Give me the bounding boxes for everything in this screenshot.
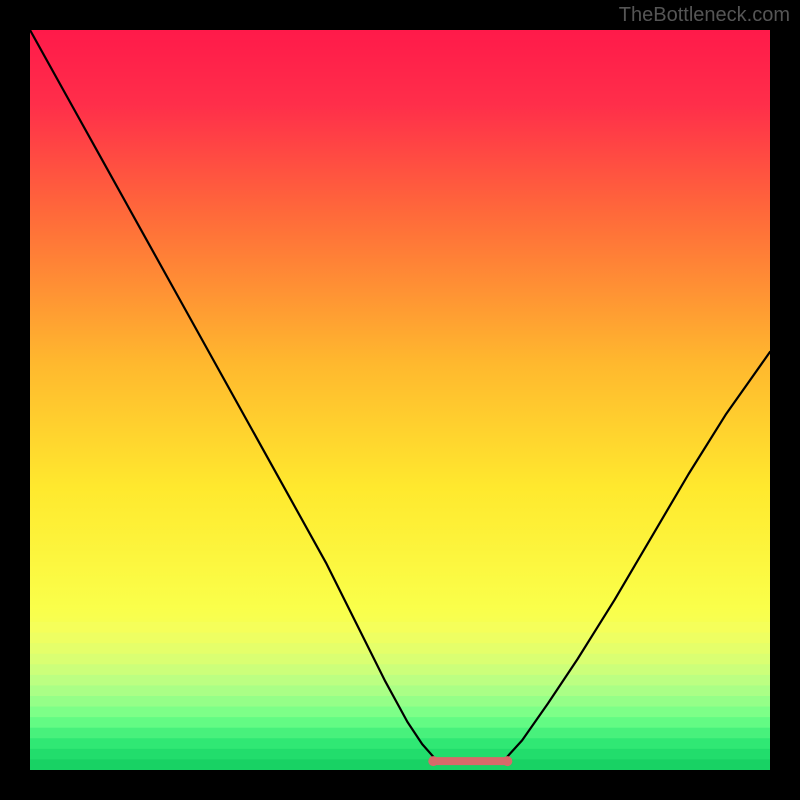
bottom-stripes (30, 622, 770, 770)
watermark-text: TheBottleneck.com (619, 4, 790, 27)
chart-plot (30, 30, 770, 770)
